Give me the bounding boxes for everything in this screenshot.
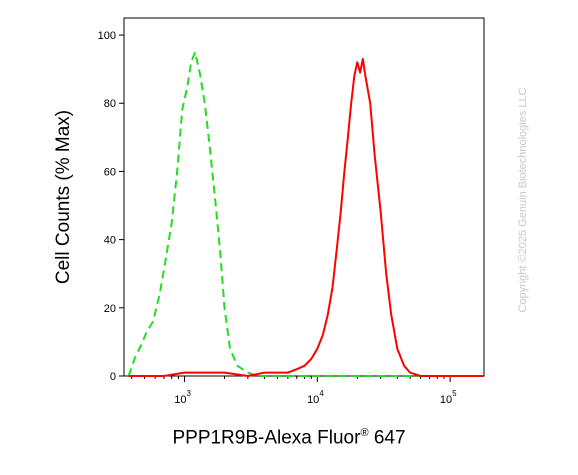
histogram-series-0 [127, 51, 484, 377]
x-axis-label: PPP1R9B-Alexa Fluor® 647 [0, 427, 578, 449]
x-tick-label-base: 10 [307, 394, 319, 406]
copyright-watermark-box: Copyright ©2025 Genuin Biotechnologies L… [508, 40, 538, 360]
y-axis-label: Cell Counts (% Max) [53, 109, 74, 285]
y-axis-label-box: Cell Counts (% Max) [14, 52, 114, 342]
y-tick-label: 20 [104, 303, 116, 315]
plot-frame [123, 17, 485, 377]
y-tick-label: 60 [104, 166, 116, 178]
y-tick-label: 100 [98, 30, 116, 42]
x-tick-label-exponent: 5 [452, 389, 457, 398]
copyright-watermark: Copyright ©2025 Genuin Biotechnologies L… [517, 87, 529, 313]
x-tick-label-base: 10 [174, 394, 186, 406]
y-tick-label: 0 [110, 371, 116, 383]
x-axis-label-main: PPP1R9B-Alexa Fluor [172, 427, 361, 449]
x-tick-label-base: 10 [440, 394, 452, 406]
x-axis-label-superscript: ® [360, 427, 369, 439]
histogram-series-1 [128, 57, 484, 377]
x-axis-label-tail: 647 [368, 427, 406, 449]
x-tick-label-exponent: 3 [187, 389, 192, 398]
x-tick-label-exponent: 4 [319, 389, 324, 398]
y-tick-label: 40 [104, 235, 116, 247]
y-tick-label: 80 [104, 98, 116, 110]
